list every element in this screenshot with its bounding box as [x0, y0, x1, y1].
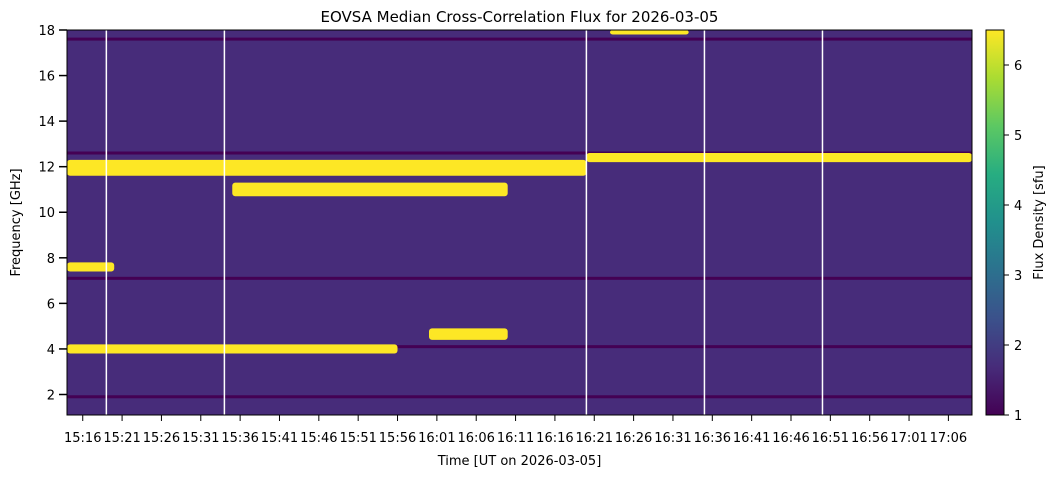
x-tick-label: 15:26 [143, 431, 180, 446]
bright-emission-band [610, 30, 689, 35]
x-tick-label: 16:01 [418, 431, 455, 446]
colorbar-tick-label: 4 [1014, 199, 1022, 214]
plot-frame [66, 29, 973, 416]
x-tick-label: 15:36 [221, 431, 258, 446]
y-tick-label: 8 [47, 252, 55, 267]
x-axis-label: Time [UT on 2026-03-05] [437, 454, 602, 469]
x-tick-label: 15:51 [339, 431, 376, 446]
y-axis: 2 4 6 8 10 12 14 16 18 [38, 24, 67, 403]
dark-frequency-line [67, 37, 972, 41]
y-tick-label: 14 [38, 115, 55, 130]
colorbar-tick-label: 5 [1014, 129, 1022, 144]
dark-frequency-line [67, 151, 972, 155]
y-tick-label: 6 [47, 297, 55, 312]
y-tick-label: 18 [38, 24, 55, 39]
x-tick-label: 16:41 [733, 431, 770, 446]
x-tick-label: 16:16 [536, 431, 573, 446]
x-tick-label: 16:56 [851, 431, 888, 446]
x-tick-label: 16:06 [457, 431, 494, 446]
colorbar-tick-label: 1 [1014, 409, 1022, 424]
x-tick-label: 16:36 [694, 431, 731, 446]
x-tick-label: 15:41 [261, 431, 298, 446]
y-tick-label: 10 [38, 206, 55, 221]
x-tick-label: 16:51 [812, 431, 849, 446]
x-tick-label: 15:56 [379, 431, 416, 446]
bright-emission-band [232, 182, 508, 197]
x-tick-label: 17:01 [890, 431, 927, 446]
x-tick-label: 16:46 [772, 431, 809, 446]
bright-emission-band [67, 344, 398, 354]
x-tick-label: 16:21 [576, 431, 613, 446]
x-axis: 15:16 15:21 15:26 15:31 15:36 15:41 15:46 15:51… [64, 415, 967, 446]
dark-frequency-line [67, 395, 972, 399]
colorbar-tick-label: 3 [1014, 269, 1022, 284]
x-tick-label: 15:21 [103, 431, 140, 446]
x-tick-label: 16:11 [497, 431, 534, 446]
bright-emission-band [67, 159, 587, 176]
spectrogram-background [67, 30, 972, 415]
y-tick-label: 4 [47, 343, 55, 358]
colorbar-tick-label: 6 [1014, 59, 1022, 74]
x-tick-label: 15:16 [64, 431, 101, 446]
y-axis-label: Frequency [GHz] [9, 168, 24, 276]
y-tick-label: 16 [38, 70, 55, 85]
colorbar: 1 2 3 4 5 6 [985, 29, 1022, 424]
y-tick-label: 2 [47, 388, 55, 403]
x-tick-label: 15:46 [300, 431, 337, 446]
dark-frequency-line [67, 345, 972, 349]
chart-title: EOVSA Median Cross-Correlation Flux for … [321, 8, 719, 26]
bright-emission-band [67, 262, 115, 272]
x-tick-label: 16:26 [615, 431, 652, 446]
colorbar-label: Flux Density [sfu] [1032, 165, 1047, 279]
spectrogram-plot-area [66, 29, 973, 416]
dark-frequency-line [67, 276, 972, 280]
x-tick-label: 15:31 [182, 431, 219, 446]
bright-emission-band [429, 328, 508, 340]
colorbar-gradient [985, 29, 1005, 416]
x-tick-label: 16:31 [654, 431, 691, 446]
x-tick-label: 17:06 [930, 431, 967, 446]
y-tick-label: 12 [38, 161, 55, 176]
colorbar-tick-label: 2 [1014, 339, 1022, 354]
bright-emission-band [586, 153, 972, 163]
